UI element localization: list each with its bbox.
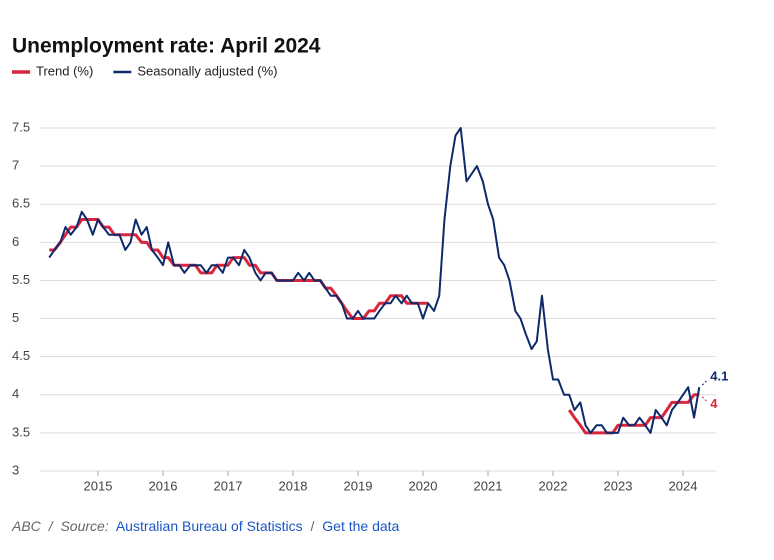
x-tick-label: 2023 (604, 478, 633, 493)
series-line (49, 217, 700, 435)
legend-label: Seasonally adjusted (%) (137, 63, 277, 78)
y-tick-label: 7.5 (12, 119, 30, 134)
y-tick-label: 7 (12, 158, 19, 173)
x-tick-label: 2017 (214, 478, 243, 493)
separator: / (311, 518, 315, 534)
x-tick-label: 2021 (474, 478, 503, 493)
x-tick-label: 2018 (279, 478, 308, 493)
grid: 3 3.5 4 4.5 5 5.5 6 6.5 7 7.5 2015 2016 2017 2018 2019… (12, 119, 716, 493)
y-tick-label: 5.5 (12, 272, 30, 287)
x-tick-label: 2020 (409, 478, 438, 493)
end-label: 4 (710, 396, 718, 411)
source-label: Source: (60, 518, 108, 534)
y-tick-label: 4.5 (12, 348, 30, 363)
separator: / (48, 518, 55, 534)
x-tick-label: 2016 (149, 478, 178, 493)
source-link[interactable]: Australian Bureau of Statistics (116, 518, 303, 534)
y-tick-label: 4 (12, 386, 19, 401)
y-tick-label: 5 (12, 310, 19, 325)
y-tick-label: 6 (12, 234, 19, 249)
y-tick-label: 6.5 (12, 196, 30, 211)
data-link[interactable]: Get the data (322, 518, 399, 534)
x-tick-label: 2019 (344, 478, 373, 493)
end-label: 4.1 (710, 369, 728, 384)
series-line (48, 127, 701, 434)
x-tick-label: 2022 (539, 478, 568, 493)
end-leader (701, 396, 708, 403)
credit: ABC (11, 518, 42, 534)
lines: 44.1 (48, 127, 728, 435)
x-tick-label: 2024 (669, 478, 698, 493)
x-tick-label: 2015 (84, 478, 113, 493)
y-tick-label: 3 (12, 462, 19, 477)
legend: Trend (%) Seasonally adjusted (%) (12, 63, 278, 78)
legend-label: Trend (%) (36, 63, 93, 78)
end-leader (701, 379, 708, 386)
chart-title: Unemployment rate: April 2024 (12, 35, 321, 58)
footer: ABC / Source: Australian Bureau of Stati… (11, 518, 400, 534)
y-tick-label: 3.5 (12, 424, 30, 439)
